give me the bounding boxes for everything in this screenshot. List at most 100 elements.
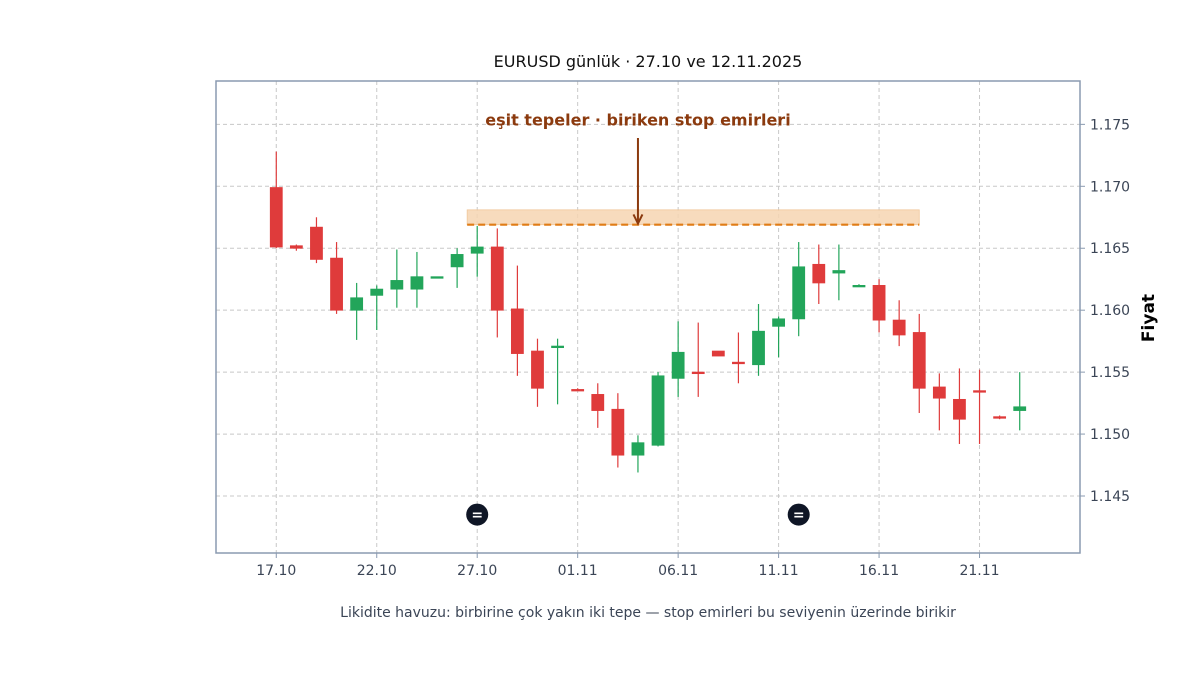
candle [631, 435, 645, 473]
chart-title: EURUSD günlük · 27.10 ve 12.11.2025 [494, 52, 803, 71]
x-tick-label: 21.11 [959, 563, 999, 579]
y-tick-label: 1.160 [1090, 303, 1130, 319]
candle-body [912, 332, 926, 389]
candle [651, 372, 665, 447]
candle [490, 228, 504, 338]
candle-body [973, 390, 986, 393]
y-tick-label: 1.170 [1090, 179, 1130, 195]
candle-body [370, 288, 384, 296]
candle-body [772, 318, 786, 327]
candle [330, 242, 343, 314]
candle-body [671, 351, 685, 379]
candle-body [289, 245, 303, 249]
candle [732, 332, 745, 384]
candle-body [430, 276, 444, 279]
candle-body [350, 297, 364, 311]
candle-body [531, 350, 544, 389]
candle [1013, 372, 1027, 431]
candle [812, 244, 826, 304]
candle [289, 244, 303, 251]
candle-body [330, 257, 343, 311]
candle [892, 300, 906, 347]
y-axis-label: Fiyat [1139, 294, 1159, 342]
candle [953, 368, 966, 444]
candle [932, 373, 946, 431]
y-tick-label: 1.145 [1090, 489, 1130, 505]
y-tick-label: 1.150 [1090, 427, 1130, 443]
candle-body [872, 285, 886, 321]
candle [832, 244, 846, 301]
x-tick-label: 22.10 [357, 563, 397, 579]
candle [350, 282, 364, 340]
candle [611, 393, 625, 468]
candle-body [732, 361, 745, 365]
candle-body [892, 319, 906, 336]
candle [973, 369, 986, 444]
candle [591, 383, 605, 428]
liquidity-zone [466, 209, 920, 226]
x-tick-label: 16.11 [859, 563, 899, 579]
candle [993, 415, 1007, 420]
marker-circle [466, 503, 489, 526]
annotation-arrow-head [632, 214, 644, 226]
candle [430, 276, 444, 279]
candles [269, 151, 1027, 473]
markers: = = [466, 503, 810, 526]
candle [450, 248, 464, 288]
candle-body [571, 389, 585, 392]
candle-body [752, 330, 765, 366]
candle-body [932, 386, 946, 399]
candle-body [611, 408, 625, 456]
candle-body [269, 187, 283, 248]
candle-body [852, 285, 866, 288]
marker-symbol: = [471, 508, 483, 524]
y-tick-label: 1.175 [1090, 117, 1130, 133]
plot-frame [215, 80, 1081, 554]
candle [792, 242, 806, 337]
y-tick-label: 1.155 [1090, 365, 1130, 381]
candle-body [490, 246, 504, 311]
candle [852, 284, 866, 288]
marker-circle [787, 503, 810, 526]
x-tick-label: 17.10 [256, 563, 296, 579]
equal-high-marker: = [466, 503, 489, 526]
candle-body [510, 308, 524, 354]
candle [551, 338, 564, 405]
candle [711, 350, 725, 357]
candle [410, 251, 424, 308]
candle-body [651, 375, 665, 446]
candle [671, 321, 685, 397]
candle-body [993, 416, 1007, 419]
x-tick-label: 01.11 [558, 563, 598, 579]
x-tick-label: 27.10 [457, 563, 497, 579]
candle [872, 279, 886, 333]
x-axis: 17.10 22.10 27.10 01.11 06.11 11.11 16.11 21.11 [256, 553, 1000, 579]
candle [772, 316, 786, 358]
candle-body [390, 280, 404, 290]
candle-body [812, 263, 826, 284]
candle [510, 265, 524, 376]
candle [571, 388, 585, 392]
candle-body [470, 246, 484, 254]
y-axis: 1.145 1.150 1.155 1.160 1.165 1.170 1.175 [1080, 117, 1130, 505]
candle-body [953, 398, 966, 420]
candle-body [1013, 406, 1027, 411]
grid [216, 81, 1080, 553]
candle-body [591, 394, 605, 411]
candle [310, 217, 323, 264]
candle [691, 322, 705, 397]
candle [390, 249, 404, 308]
candle-body [832, 270, 846, 274]
marker-symbol: = [793, 508, 805, 524]
x-tick-label: 06.11 [658, 563, 698, 579]
candle-body [631, 442, 645, 456]
candle [531, 338, 544, 407]
candle [752, 303, 765, 376]
chart-caption: Likidite havuzu: birbirine çok yakın iki… [340, 605, 956, 621]
candle [470, 225, 484, 277]
candle [370, 285, 384, 331]
candle-body [691, 371, 705, 375]
annotation: eşit tepeler · biriken stop emirleri [485, 111, 791, 226]
candle-body [450, 254, 464, 268]
